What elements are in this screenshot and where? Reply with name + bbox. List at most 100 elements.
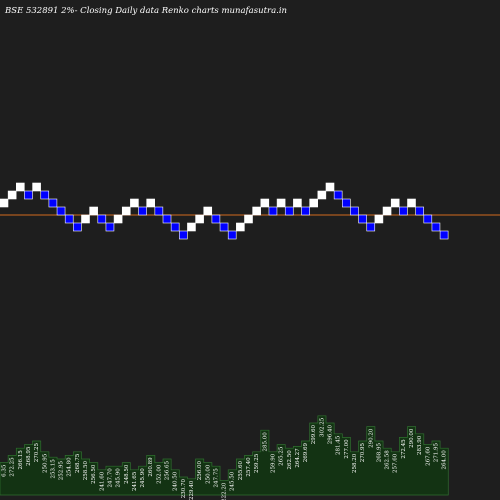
volume-label: 247.70 [107, 468, 113, 488]
down-brick [162, 214, 172, 224]
down-brick [268, 206, 278, 216]
down-brick [350, 206, 359, 216]
volume-label: 259.25 [254, 453, 260, 473]
up-brick [0, 198, 9, 208]
down-brick [40, 190, 50, 200]
volume-label: 264.00 [442, 450, 448, 470]
down-brick [179, 230, 188, 240]
volume-label: 299.60 [311, 425, 317, 445]
volume-label: 285.00 [262, 432, 268, 452]
volume-label: 272.25 [10, 457, 16, 477]
up-brick [187, 222, 196, 232]
volume-label: 245.90 [116, 468, 122, 488]
volume-label: 266.15 [18, 450, 24, 470]
down-brick [423, 214, 433, 224]
volume-label: 245.50 [230, 471, 236, 491]
volume-label: 259.90 [270, 453, 276, 473]
up-brick [89, 206, 98, 216]
up-brick [325, 182, 335, 192]
up-brick [260, 198, 270, 208]
volume-label: 268.95 [376, 443, 382, 463]
volume-label: 250.95 [42, 453, 48, 473]
volume-label: 255.60 [238, 461, 244, 481]
down-brick [415, 206, 424, 216]
volume-label: 302.25 [319, 417, 325, 437]
volume-label: 256.50 [91, 464, 97, 484]
volume-label: 222.20 [222, 482, 228, 500]
volume-label: 262.50 [287, 450, 293, 470]
down-brick [105, 222, 115, 232]
volume-label: 229.40 [189, 480, 195, 500]
volume-label: 258.20 [352, 453, 358, 473]
volume-label: 290.20 [368, 428, 374, 448]
volume-area-path [0, 415, 449, 496]
down-brick [333, 190, 343, 200]
volume-label: 258.50 [83, 461, 89, 481]
volume-label: 245.90 [140, 468, 146, 488]
volume-label: 264.27 [295, 448, 301, 468]
down-brick [431, 222, 441, 232]
volume-label: 268.95 [26, 446, 32, 466]
up-brick [32, 182, 41, 192]
down-brick [56, 206, 66, 216]
up-brick [374, 214, 384, 224]
volume-label: 252.95 [59, 461, 65, 481]
down-brick [341, 198, 351, 208]
down-brick [170, 222, 180, 232]
down-brick [399, 206, 408, 216]
volume-label: 281.45 [336, 435, 342, 455]
down-brick [154, 206, 164, 216]
volume-label: 270.95 [360, 443, 366, 463]
volume-label: 272.45 [401, 439, 407, 459]
up-brick [81, 214, 90, 224]
up-brick [130, 198, 139, 208]
volume-label: 256.65 [165, 461, 171, 481]
volume-label: 250.00 [205, 464, 211, 484]
down-brick [284, 206, 294, 216]
volume-label: 6.35 [2, 464, 8, 477]
renko-bricks [0, 182, 449, 240]
up-brick [121, 206, 131, 216]
volume-label: 257.40 [246, 457, 252, 477]
volume-label: 247.75 [213, 468, 219, 488]
up-brick [195, 214, 204, 224]
volume-label: 241.65 [132, 471, 138, 491]
down-brick [211, 214, 221, 224]
down-brick [366, 222, 376, 232]
down-brick [64, 214, 74, 224]
volume-label: 262.58 [385, 450, 391, 470]
volume-label: 230.70 [181, 479, 187, 499]
volume-label: 290.00 [409, 428, 415, 448]
up-brick [244, 214, 253, 224]
up-brick [146, 198, 155, 208]
up-brick [203, 206, 213, 216]
volume-label: 260.89 [148, 457, 154, 477]
down-brick [439, 230, 449, 240]
down-brick [97, 214, 107, 224]
volume-label: 296.40 [328, 425, 334, 445]
down-brick [219, 222, 229, 232]
down-brick [138, 206, 147, 216]
up-brick [276, 198, 286, 208]
down-brick [48, 198, 58, 208]
volume-label: 248.50 [124, 464, 130, 484]
volume-label: 240.50 [173, 471, 179, 491]
volume-label: 277.00 [344, 439, 350, 459]
chart-title: BSE 532891 2%- Closing Daily data Renko … [4, 6, 287, 16]
volume-label: 256.00 [197, 461, 203, 481]
volume-label: 271.95 [433, 443, 439, 463]
down-brick [301, 206, 310, 216]
up-brick [382, 206, 392, 216]
up-brick [7, 190, 17, 200]
up-brick [113, 214, 123, 224]
volume-label: 268.75 [75, 453, 81, 473]
volume-label: 257.60 [393, 453, 399, 473]
up-brick [390, 198, 400, 208]
volume-label: 270.25 [34, 443, 40, 463]
volume-label: 269.69 [303, 443, 309, 463]
down-brick [358, 214, 367, 224]
up-brick [407, 198, 416, 208]
